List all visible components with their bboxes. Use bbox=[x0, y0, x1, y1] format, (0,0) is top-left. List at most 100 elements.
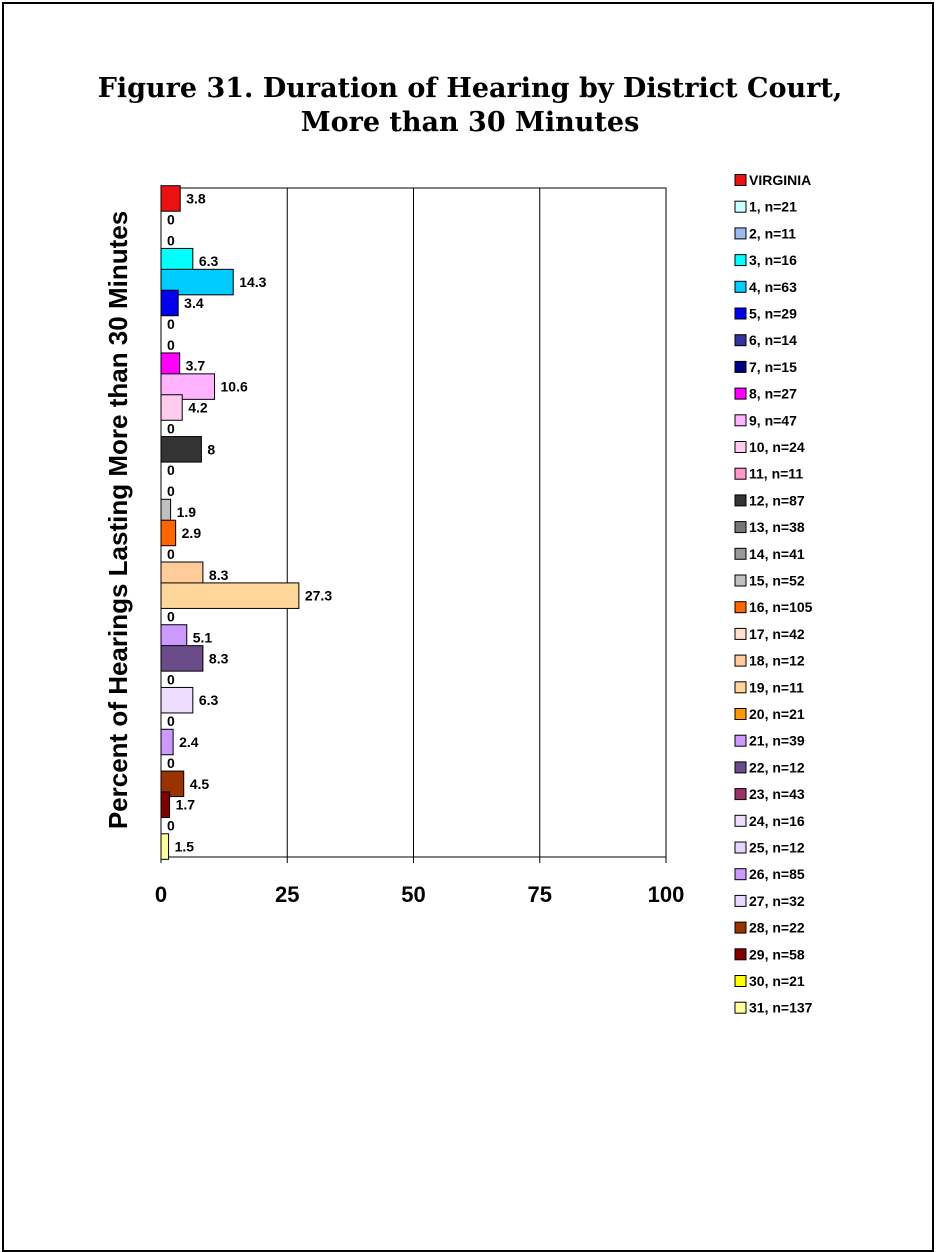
legend-swatch bbox=[734, 814, 747, 827]
legend-swatch bbox=[734, 894, 747, 907]
bar-value-label: 0 bbox=[167, 818, 175, 834]
bar-value-label: 5.1 bbox=[193, 629, 213, 645]
legend-entry-label: 24, n=16 bbox=[749, 813, 805, 829]
bar bbox=[160, 185, 181, 212]
bar-value-label: 0 bbox=[167, 609, 175, 625]
legend-swatch bbox=[734, 921, 747, 934]
bar bbox=[160, 833, 170, 860]
legend-swatch bbox=[734, 521, 747, 534]
bar bbox=[160, 686, 194, 714]
legend-entry-label: 13, n=38 bbox=[749, 519, 805, 535]
bar bbox=[160, 436, 202, 463]
legend-entry-label: 19, n=11 bbox=[749, 679, 804, 695]
bar bbox=[160, 791, 171, 818]
legend-entry-label: 18, n=12 bbox=[749, 653, 805, 669]
legend-swatch bbox=[734, 174, 747, 186]
legend-swatch bbox=[734, 227, 747, 240]
legend-entry-label: 9, n=47 bbox=[749, 412, 797, 428]
grid-lines bbox=[160, 187, 667, 858]
legend: VIRGINIA 1, n=21 2, n=11 3, n=16 4, n=63 5, n… bbox=[734, 172, 813, 1016]
legend-entry-label: 20, n=21 bbox=[749, 706, 805, 722]
bar-value-label: 1.9 bbox=[177, 504, 197, 520]
legend-entry-label: 16, n=105 bbox=[749, 599, 813, 615]
legend-swatch bbox=[734, 654, 747, 667]
legend-entry-label: 26, n=85 bbox=[749, 866, 805, 882]
legend-swatch bbox=[734, 734, 747, 747]
legend-entry-label: 5, n=29 bbox=[749, 306, 797, 322]
bar bbox=[160, 394, 183, 421]
bar-value-label: 0 bbox=[167, 316, 175, 332]
legend-swatch bbox=[734, 547, 747, 560]
legend-entry-label: 21, n=39 bbox=[749, 733, 805, 749]
bar-value-label: 8 bbox=[207, 441, 215, 457]
bar-value-label: 6.3 bbox=[199, 692, 219, 708]
x-axis: 0 25 50 75 100 bbox=[155, 857, 684, 907]
legend-entry-label: 23, n=43 bbox=[749, 786, 805, 802]
legend-entry-label: 1, n=21 bbox=[749, 199, 797, 215]
legend-entry-label: 11, n=11 bbox=[749, 466, 803, 482]
legend-entry-label: 8, n=27 bbox=[749, 386, 797, 402]
legend-swatch bbox=[734, 948, 747, 961]
chart-title-line-2: More than 30 Minutes bbox=[300, 107, 640, 138]
legend-swatch bbox=[734, 200, 747, 213]
legend-entry-label: 25, n=12 bbox=[749, 840, 805, 856]
bar-value-label: 8.3 bbox=[209, 567, 229, 583]
bar-value-label: 0 bbox=[167, 337, 175, 353]
bar-value-label: 0 bbox=[167, 755, 175, 771]
legend-entry-label: 27, n=32 bbox=[749, 893, 805, 909]
y-axis-title: Percent of Hearings Lasting More than 30… bbox=[103, 211, 133, 829]
legend-entry-label: 12, n=87 bbox=[749, 492, 805, 508]
legend-entry-label: 6, n=14 bbox=[749, 332, 797, 348]
legend-swatch bbox=[734, 360, 747, 373]
bar bbox=[160, 728, 174, 756]
bar-value-label: 0 bbox=[167, 420, 175, 436]
bar-value-label: 8.3 bbox=[209, 650, 229, 666]
legend-entry-label: 31, n=137 bbox=[749, 1000, 813, 1016]
legend-swatch bbox=[734, 467, 747, 480]
bar bbox=[160, 770, 185, 798]
legend-swatch bbox=[734, 788, 747, 801]
bar-value-label: 0 bbox=[167, 713, 175, 729]
bar bbox=[160, 582, 300, 609]
bar-value-label: 0 bbox=[167, 232, 175, 248]
chart-title: Figure 31. Duration of Hearing by Distri… bbox=[4, 72, 936, 140]
legend-swatch bbox=[734, 627, 747, 640]
chart-title-line-1: Figure 31. Duration of Hearing by Distri… bbox=[97, 73, 843, 104]
bar-value-label: 0 bbox=[167, 671, 175, 687]
x-tick-label: 50 bbox=[401, 882, 425, 907]
legend-entry-label: 3, n=16 bbox=[749, 252, 797, 268]
bar-value-label: 4.5 bbox=[190, 776, 210, 792]
legend-swatch bbox=[734, 494, 747, 507]
bar-value-label: 1.5 bbox=[175, 839, 195, 855]
x-tick-label: 75 bbox=[528, 882, 552, 907]
legend-swatch bbox=[734, 708, 747, 720]
legend-swatch bbox=[734, 761, 747, 774]
bar-value-label: 3.4 bbox=[184, 295, 204, 311]
bar-value-label: 0 bbox=[167, 462, 175, 478]
legend-entry-label: 17, n=42 bbox=[749, 626, 805, 642]
bar-value-label: 0 bbox=[167, 211, 175, 227]
bar-value-label: 0 bbox=[167, 483, 175, 499]
bar bbox=[160, 645, 204, 672]
bar-value-label: 2.9 bbox=[182, 525, 202, 541]
legend-swatch bbox=[734, 441, 747, 453]
legend-entry-label: 4, n=63 bbox=[749, 279, 797, 295]
legend-entry-label: 30, n=21 bbox=[749, 973, 805, 989]
bar-value-label: 1.7 bbox=[176, 797, 196, 813]
legend-swatch bbox=[734, 280, 747, 293]
legend-swatch bbox=[734, 307, 747, 320]
bar bbox=[160, 289, 179, 317]
legend-swatch bbox=[734, 681, 747, 694]
bar-value-label: 6.3 bbox=[199, 253, 219, 269]
legend-entry-label: 10, n=24 bbox=[749, 439, 805, 455]
legend-entry-label: 7, n=15 bbox=[749, 359, 797, 375]
x-tick-label: 0 bbox=[155, 882, 167, 907]
bars bbox=[160, 185, 300, 860]
legend-swatch bbox=[734, 975, 747, 987]
legend-swatch bbox=[734, 387, 747, 400]
legend-swatch bbox=[734, 601, 747, 614]
bar bbox=[160, 519, 177, 547]
bar-value-label: 3.8 bbox=[186, 190, 206, 206]
legend-swatch bbox=[734, 254, 747, 267]
